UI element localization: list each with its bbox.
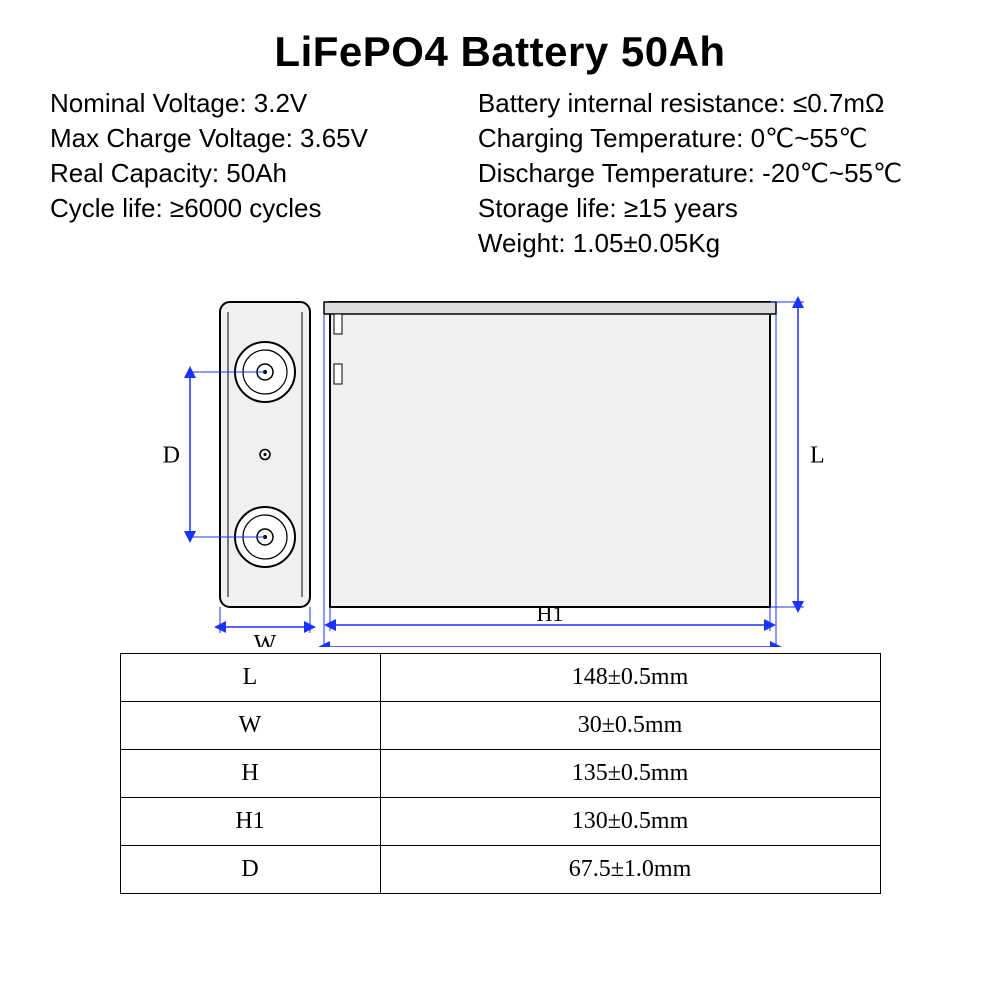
- dim-key: L: [120, 654, 380, 702]
- table-row: H1130±0.5mm: [120, 798, 880, 846]
- dim-key: D: [120, 846, 380, 894]
- dim-key: H1: [120, 798, 380, 846]
- table-row: W30±0.5mm: [120, 702, 880, 750]
- dim-val: 30±0.5mm: [380, 702, 880, 750]
- table-row: L148±0.5mm: [120, 654, 880, 702]
- svg-text:D: D: [163, 443, 180, 469]
- spec-item: Discharge Temperature: -20℃~55℃: [478, 156, 970, 191]
- spec-col-right: Battery internal resistance: ≤0.7mΩ Char…: [478, 86, 970, 261]
- spec-item: Battery internal resistance: ≤0.7mΩ: [478, 86, 970, 121]
- spec-col-left: Nominal Voltage: 3.2V Max Charge Voltage…: [50, 86, 478, 261]
- spec-item: Nominal Voltage: 3.2V: [50, 86, 478, 121]
- svg-text:W: W: [254, 631, 277, 647]
- spec-item: Real Capacity: 50Ah: [50, 156, 478, 191]
- spec-item: Max Charge Voltage: 3.65V: [50, 121, 478, 156]
- table-row: H135±0.5mm: [120, 750, 880, 798]
- page-title: LiFePO4 Battery 50Ah: [0, 0, 1000, 76]
- table-row: D67.5±1.0mm: [120, 846, 880, 894]
- svg-text:L: L: [810, 443, 825, 469]
- dim-val: 130±0.5mm: [380, 798, 880, 846]
- dim-key: W: [120, 702, 380, 750]
- dim-val: 148±0.5mm: [380, 654, 880, 702]
- spec-item: Storage life: ≥15 years: [478, 191, 970, 226]
- spec-columns: Nominal Voltage: 3.2V Max Charge Voltage…: [0, 76, 1000, 261]
- dim-key: H: [120, 750, 380, 798]
- svg-text:H1: H1: [537, 601, 564, 626]
- spec-item: Weight: 1.05±0.05Kg: [478, 226, 970, 261]
- dim-val: 135±0.5mm: [380, 750, 880, 798]
- spec-item: Cycle life: ≥6000 cycles: [50, 191, 478, 226]
- dimension-table: L148±0.5mm W30±0.5mm H135±0.5mm H1130±0.…: [120, 653, 881, 894]
- spec-item: Charging Temperature: 0℃~55℃: [478, 121, 970, 156]
- dimension-diagram: DWLH1H: [0, 267, 1000, 647]
- dim-val: 67.5±1.0mm: [380, 846, 880, 894]
